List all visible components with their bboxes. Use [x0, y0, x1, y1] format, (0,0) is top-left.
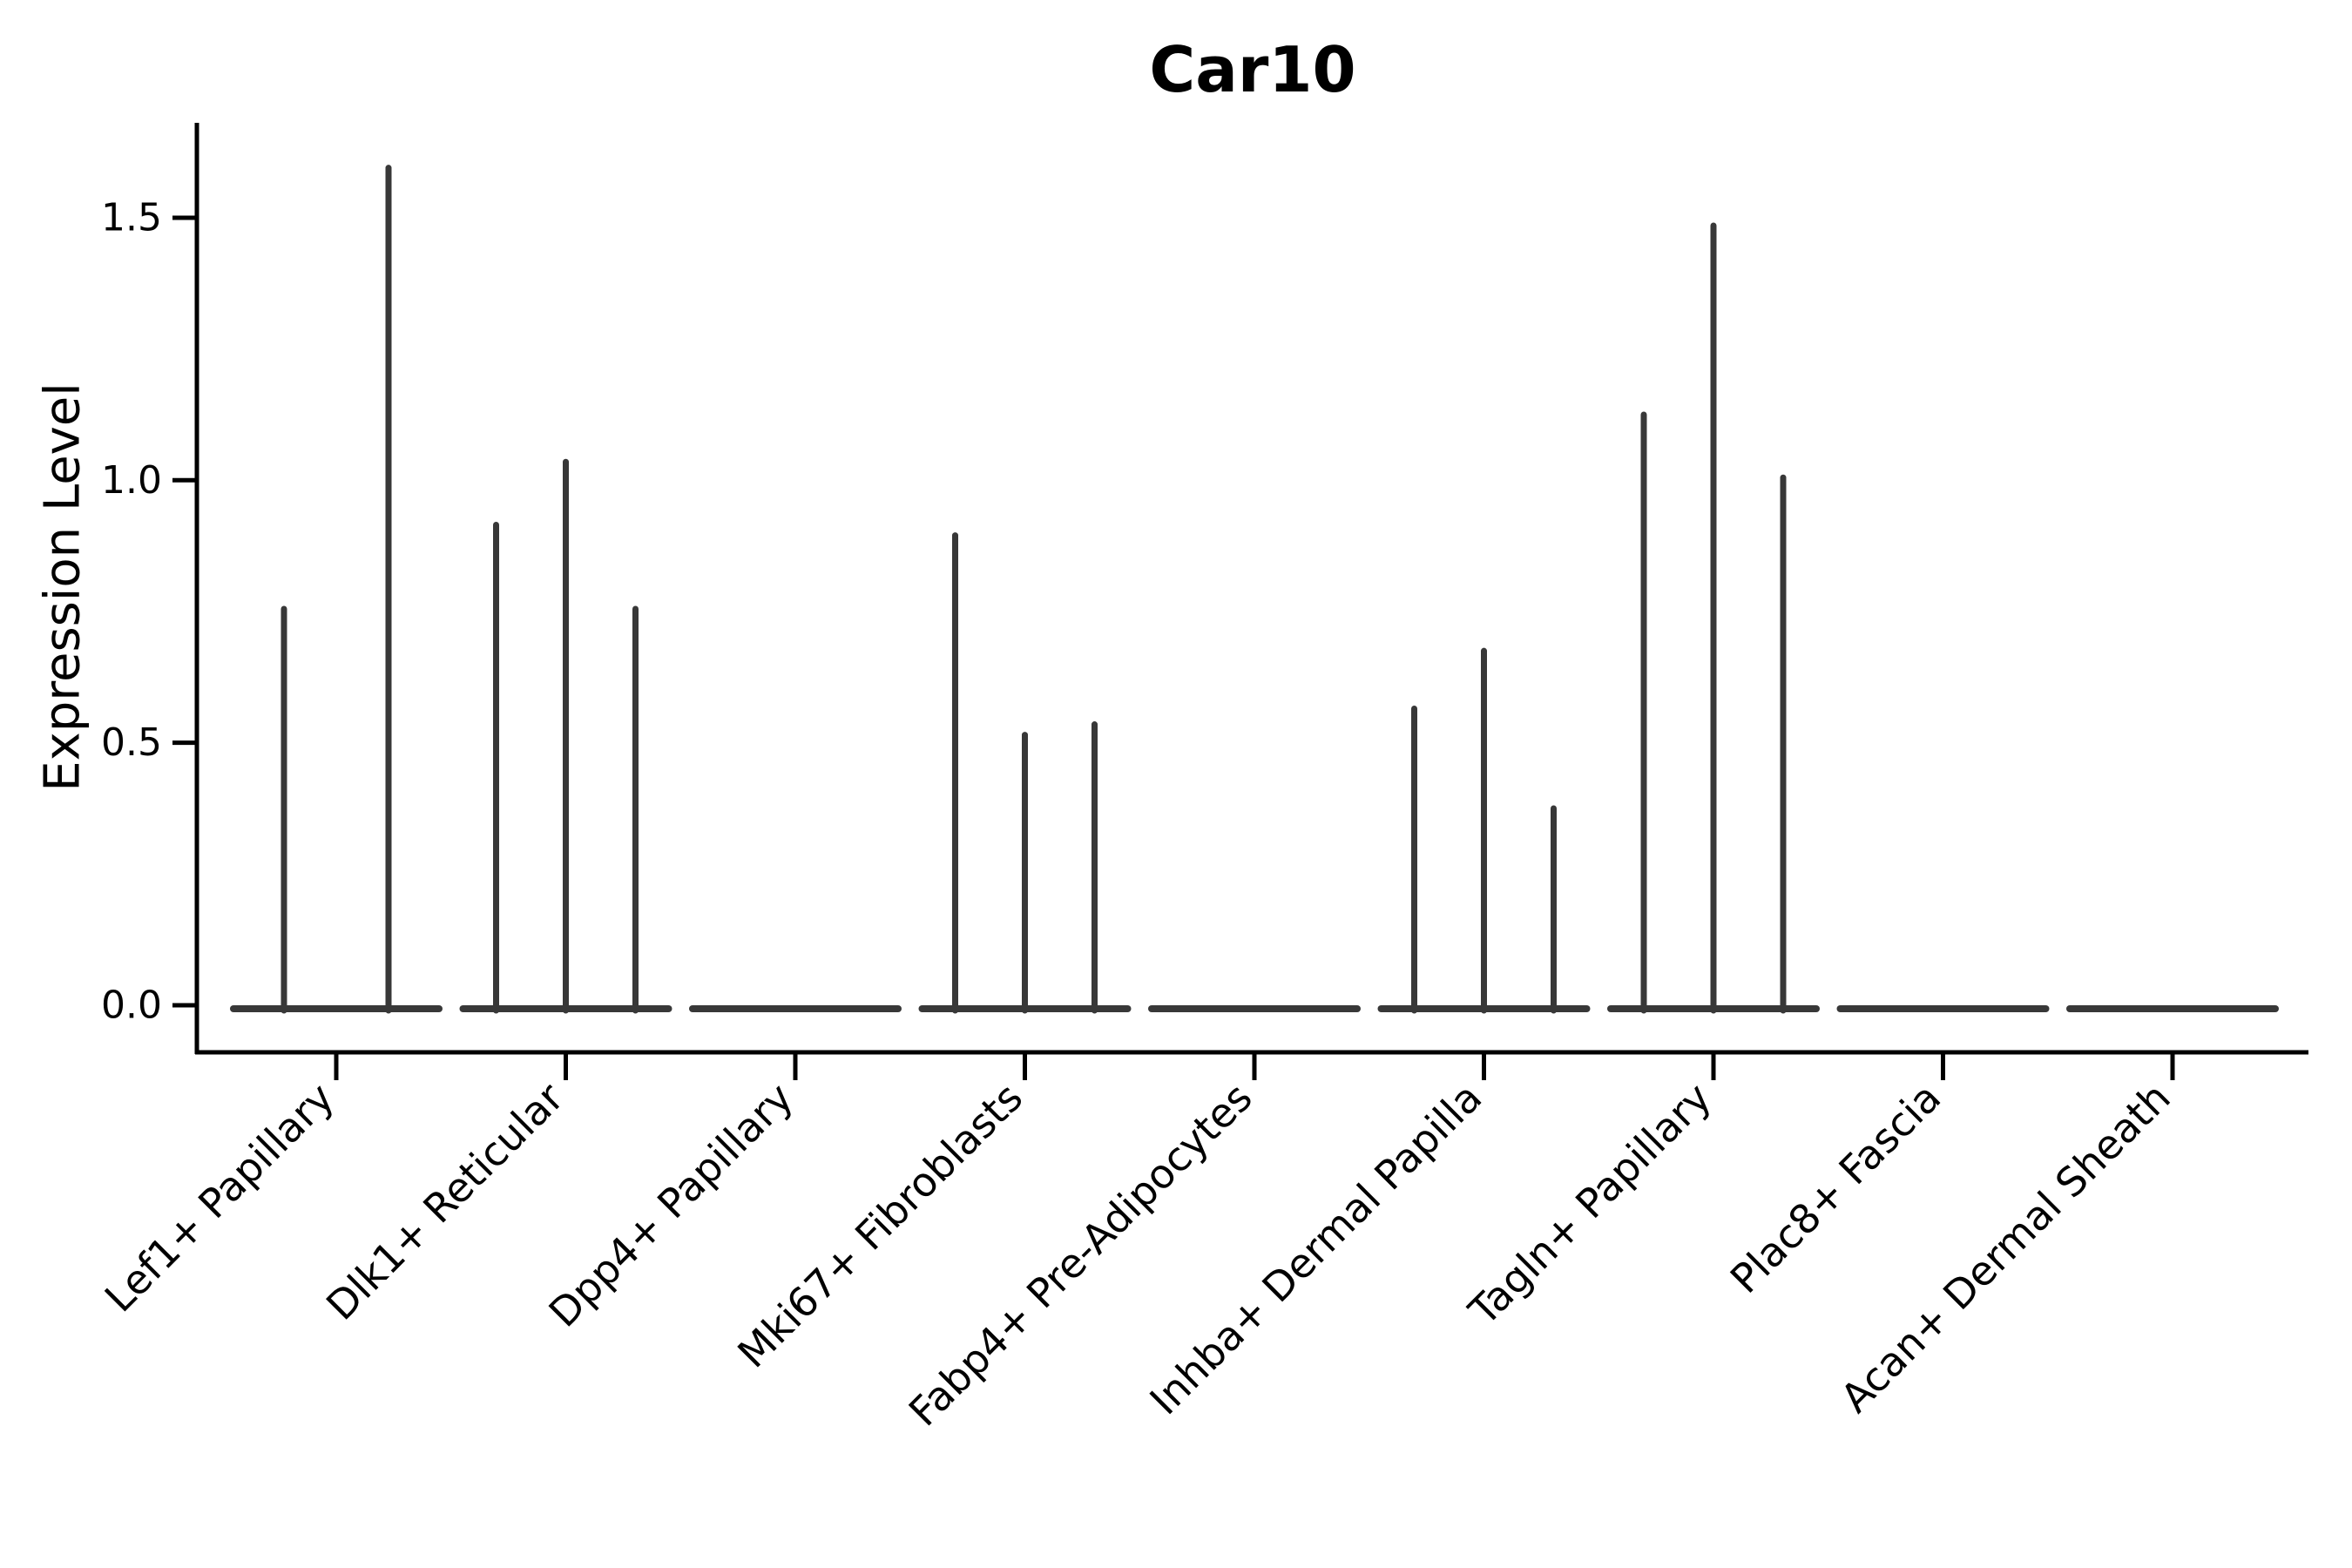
x-tick-label: Plac8+ Fascia: [1721, 1074, 1950, 1302]
x-tick-label: Dlk1+ Reticular: [317, 1074, 572, 1329]
x-tick-label: Tagln+ Papillary: [1459, 1074, 1720, 1335]
x-tick-label: Lef1+ Papillary: [96, 1074, 343, 1321]
y-tick-label: 1.0: [101, 458, 162, 503]
y-tick-label: 0.0: [101, 983, 162, 1028]
y-tick-label: 0.5: [101, 720, 162, 765]
chart-title: Car10: [1149, 33, 1356, 106]
x-tick-label: Dpp4+ Papillary: [540, 1074, 802, 1336]
y-tick-label: 1.5: [101, 195, 162, 240]
